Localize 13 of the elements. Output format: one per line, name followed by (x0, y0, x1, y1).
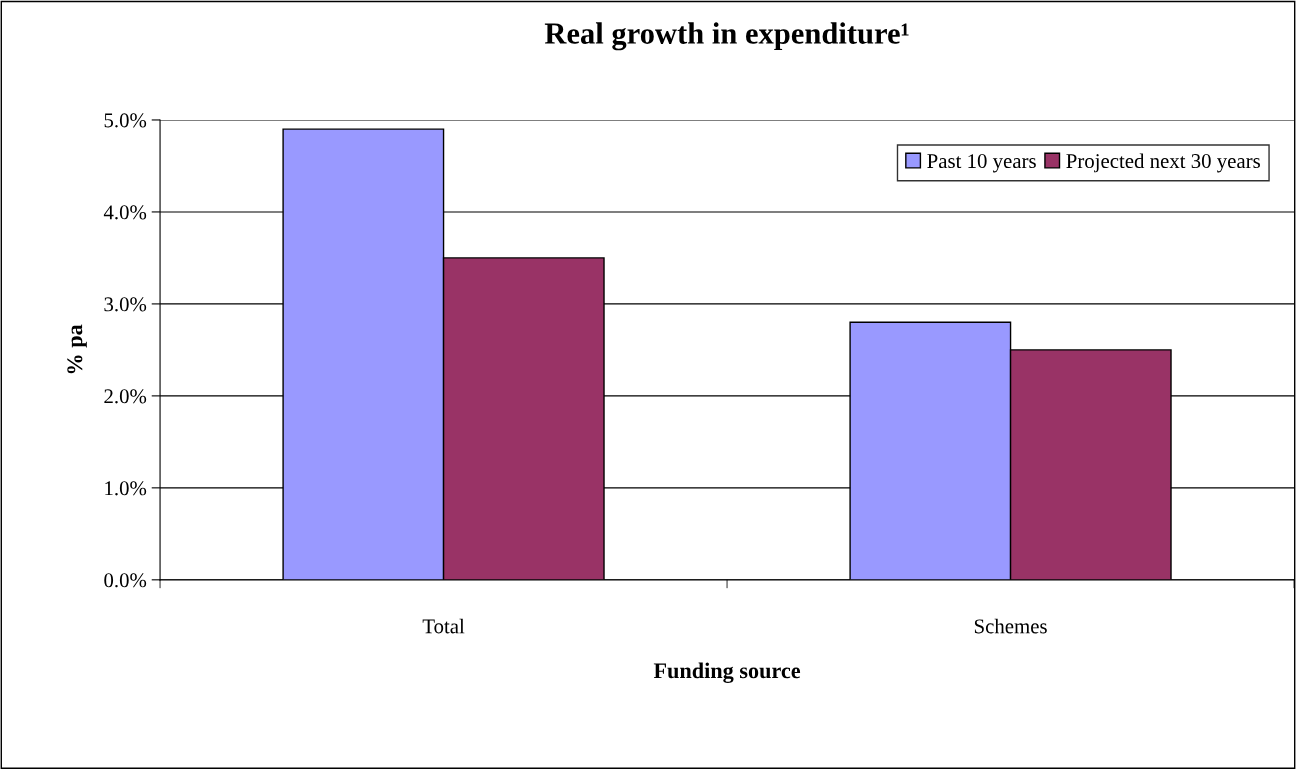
x-tick-label: Schemes (974, 618, 1047, 634)
legend-label: Projected next 30 years (1066, 153, 1260, 173)
y-tick-label: 2.0% (104, 389, 147, 404)
y-tick-label: 4.0% (103, 205, 147, 220)
y-axis-title: % pa (67, 324, 87, 374)
legend-label: Past 10 years (927, 154, 1036, 173)
chart-title: Real growth in expenditure¹ (544, 22, 909, 51)
y-tick-label: 0.0% (104, 573, 147, 588)
x-tick-label: Total (422, 618, 465, 634)
y-tick-label: 1.0% (105, 481, 147, 496)
x-axis-title: Funding source (653, 662, 801, 683)
y-tick-label: 3.0% (104, 297, 147, 312)
y-tick-label: 5.0% (104, 113, 147, 128)
